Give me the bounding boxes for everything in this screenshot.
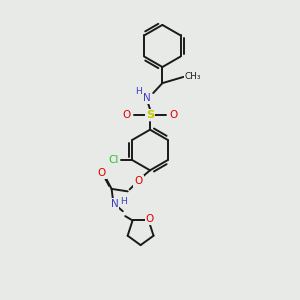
Text: H: H	[135, 87, 142, 96]
Text: Cl: Cl	[109, 155, 119, 165]
Text: S: S	[146, 110, 154, 120]
Text: O: O	[134, 176, 142, 186]
Text: O: O	[169, 110, 177, 120]
Text: O: O	[98, 168, 106, 178]
Text: N: N	[143, 93, 151, 103]
Text: N: N	[111, 199, 119, 209]
Text: H: H	[121, 197, 128, 206]
Text: O: O	[123, 110, 131, 120]
Text: CH₃: CH₃	[185, 72, 201, 81]
Text: O: O	[146, 214, 154, 224]
